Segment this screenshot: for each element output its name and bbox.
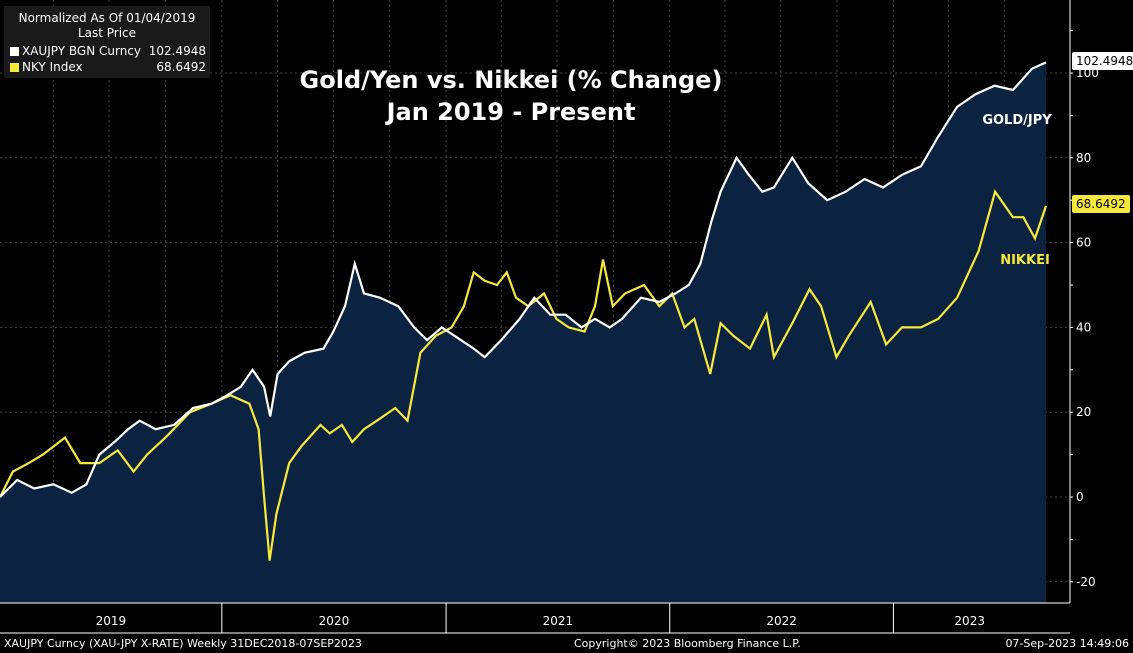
legend-name-gold: XAUJPY BGN Curncy xyxy=(22,44,141,58)
legend-header-last-price: Last Price xyxy=(77,26,137,40)
legend-name-nikkei: NKY Index xyxy=(22,60,83,74)
x-year-label-2019: 2019 xyxy=(96,614,127,628)
legend-value-nikkei: 68.6492 xyxy=(156,60,206,74)
footer-source: XAUJPY Curncy (XAU-JPY X-RATE) Weekly 31… xyxy=(4,637,362,650)
y-tick-label-60: 60 xyxy=(1076,236,1091,250)
legend: Normalized As Of 01/04/2019 Last Price X… xyxy=(4,6,210,78)
legend-row-nikkei: NKY Index 68.6492 xyxy=(10,60,206,74)
legend-value-gold: 102.4948 xyxy=(148,44,206,58)
gold-last-price-tag: 102.4948 xyxy=(1072,52,1133,70)
y-tick-label-80: 80 xyxy=(1076,151,1091,165)
footer-timestamp: 07-Sep-2023 14:49:06 xyxy=(1005,637,1129,650)
y-tick-label--20: -20 xyxy=(1076,575,1096,589)
x-year-label-2023: 2023 xyxy=(954,614,985,628)
gold-series-label: GOLD/JPY xyxy=(982,113,1052,128)
legend-header-normalized: Normalized As Of 01/04/2019 xyxy=(18,11,196,25)
x-year-label-2022: 2022 xyxy=(766,614,797,628)
legend-row-gold: XAUJPY BGN Curncy 102.4948 xyxy=(10,44,206,58)
gold-series-line xyxy=(0,61,1047,498)
legend-swatch-nikkei xyxy=(10,63,19,72)
x-year-label-2021: 2021 xyxy=(543,614,574,628)
legend-swatch-gold xyxy=(10,47,19,56)
chart-subtitle: Jan 2019 - Present xyxy=(385,98,636,126)
y-tick-label-20: 20 xyxy=(1076,405,1091,419)
y-tick-label-0: 0 xyxy=(1076,490,1084,504)
y-tick-label-40: 40 xyxy=(1076,320,1091,334)
footer-copyright: Copyright© 2023 Bloomberg Finance L.P. xyxy=(574,637,801,650)
nikkei-series-label: NIKKEI xyxy=(1000,253,1050,268)
x-year-label-2020: 2020 xyxy=(319,614,350,628)
nikkei-last-price-tag: 68.6492 xyxy=(1072,195,1130,213)
chart-title: Gold/Yen vs. Nikkei (% Change) xyxy=(300,66,723,94)
